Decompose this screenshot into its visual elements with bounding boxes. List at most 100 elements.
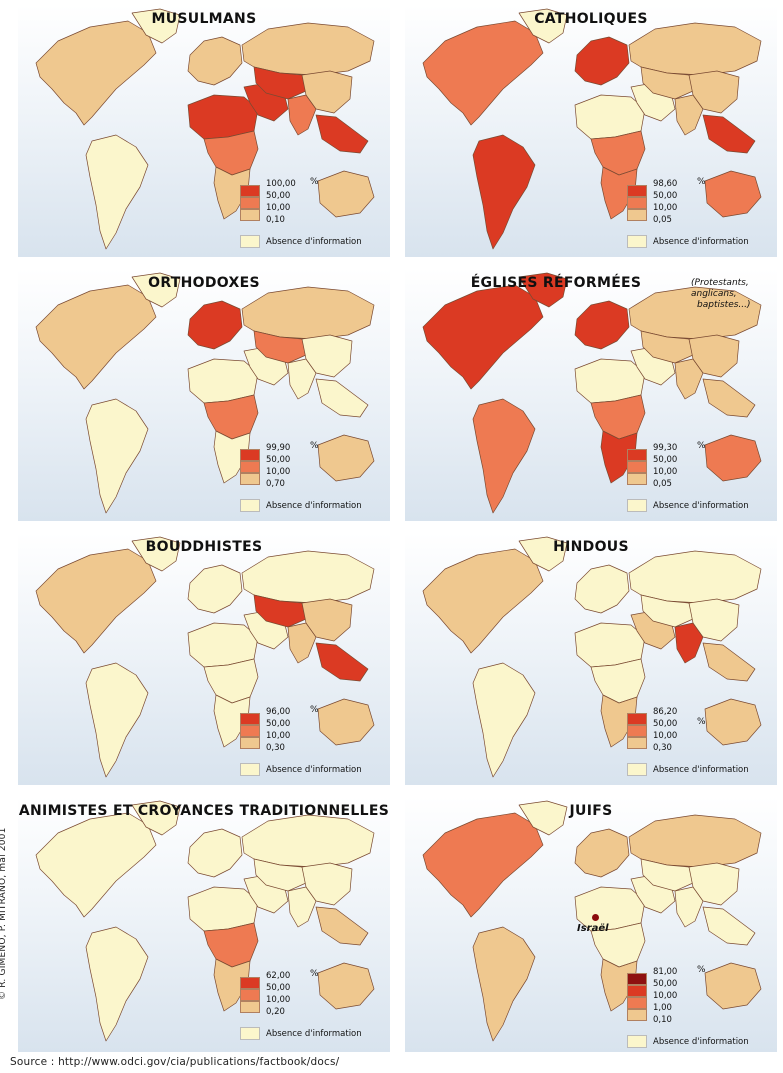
region-greenland xyxy=(131,800,181,836)
region-east-asia xyxy=(301,862,353,906)
region-greenland xyxy=(518,800,568,836)
legend-value: 10,00 xyxy=(653,731,678,741)
legend: 100,00 50,00 10,00 0,10% Absence d'informati… xyxy=(240,177,390,251)
legend-value: 50,00 xyxy=(653,191,678,201)
legend-swatch xyxy=(240,1027,260,1040)
legend-swatch xyxy=(627,985,647,997)
map-panel-reformees: ÉGLISES RÉFORMÉES (Protestants, anglican… xyxy=(405,269,777,521)
legend-absence-label: Absence d'information xyxy=(266,237,362,247)
legend-swatch xyxy=(240,989,260,1001)
region-central-asia xyxy=(640,66,694,100)
legend-absence-label: Absence d'information xyxy=(653,501,749,511)
region-europe xyxy=(574,300,630,350)
legend-value: 50,00 xyxy=(653,719,678,729)
legend-value: 10,00 xyxy=(266,467,291,477)
legend-value: 99,30 xyxy=(653,443,678,453)
legend-percent-sign: % xyxy=(310,969,319,979)
legend-value: 86,20 xyxy=(653,707,678,717)
region-central-asia xyxy=(253,66,307,100)
region-southeast-asia xyxy=(702,114,756,154)
region-north-america xyxy=(422,548,544,654)
region-southern-africa xyxy=(600,166,638,220)
region-east-asia xyxy=(688,334,740,378)
panel-title: ORTHODOXES xyxy=(148,275,260,291)
region-greenland xyxy=(131,272,181,308)
legend-value: 1,00 xyxy=(653,1003,672,1013)
legend: 81,00 50,00 10,00 1,00 0,10% Absence d'inform… xyxy=(627,965,777,1051)
legend-value: 50,00 xyxy=(266,719,291,729)
panel-subtitle: (Protestants, anglicans, baptistes...) xyxy=(691,278,777,311)
region-central-asia xyxy=(640,858,694,892)
region-north-america xyxy=(422,20,544,126)
legend-value: 10,00 xyxy=(653,203,678,213)
region-south-america xyxy=(472,926,536,1042)
region-russia xyxy=(628,286,762,340)
region-europe xyxy=(574,36,630,86)
legend-swatch xyxy=(240,499,260,512)
legend-percent-sign: % xyxy=(697,965,706,975)
legend-swatch xyxy=(240,449,260,461)
legend-absence-label: Absence d'information xyxy=(653,1037,749,1047)
subtitle-line: (Protestants, anglicans, xyxy=(691,278,749,299)
region-europe xyxy=(187,828,243,878)
region-south-america xyxy=(472,134,536,250)
region-europe xyxy=(574,564,630,614)
world-map xyxy=(35,8,375,250)
region-russia xyxy=(628,550,762,604)
legend-percent-sign: % xyxy=(310,441,319,451)
region-south-america xyxy=(472,662,536,778)
legend-swatch xyxy=(627,449,647,461)
region-central-asia xyxy=(640,594,694,628)
region-north-america xyxy=(35,548,157,654)
legend-value: 81,00 xyxy=(653,967,678,977)
region-europe xyxy=(187,300,243,350)
legend-swatch xyxy=(627,473,647,485)
legend-value: 10,00 xyxy=(266,731,291,741)
legend-value: 10,00 xyxy=(266,203,291,213)
legend-swatch xyxy=(240,235,260,248)
legend-swatch xyxy=(627,737,647,749)
region-australia xyxy=(704,170,762,218)
legend-percent-sign: % xyxy=(697,441,706,451)
region-australia xyxy=(704,962,762,1010)
legend-percent-sign: % xyxy=(310,177,319,187)
panel-title: JUIFS xyxy=(569,803,613,819)
region-south-america xyxy=(472,398,536,514)
region-north-america xyxy=(35,20,157,126)
world-map xyxy=(422,8,762,250)
legend: 62,00 50,00 10,00 0,20% Absence d'informatio… xyxy=(240,969,390,1043)
legend-value: 10,00 xyxy=(653,991,678,1001)
legend-swatch xyxy=(627,973,647,985)
legend-value: 0,10 xyxy=(653,1015,672,1025)
region-southern-africa xyxy=(600,430,638,484)
region-southern-africa xyxy=(213,694,251,748)
legend-value: 0,10 xyxy=(266,215,285,225)
region-southeast-asia xyxy=(702,642,756,682)
author-credit: © R. GIMENO, P. MITRANO, mai 2001 xyxy=(0,827,8,1000)
legend-value: 98,60 xyxy=(653,179,678,189)
legend-percent-sign: % xyxy=(310,705,319,715)
panel-title: HINDOUS xyxy=(553,539,629,555)
region-greenland xyxy=(131,536,181,572)
legend: 98,60 50,00 10,00 0,05% Absence d'informatio… xyxy=(627,177,777,251)
legend-swatch xyxy=(627,461,647,473)
legend-swatch xyxy=(627,997,647,1009)
region-southern-africa xyxy=(213,958,251,1012)
legend-swatch xyxy=(627,197,647,209)
legend-swatch xyxy=(240,1001,260,1013)
legend-swatch xyxy=(240,977,260,989)
panel-title: BOUDDHISTES xyxy=(145,539,263,555)
legend-value: 100,00 xyxy=(266,179,296,189)
region-russia xyxy=(241,550,375,604)
panel-title: ANIMISTES ET CROYANCES TRADITIONNELLES xyxy=(18,803,390,819)
region-south-america xyxy=(85,398,149,514)
region-greenland xyxy=(518,536,568,572)
region-greenland xyxy=(518,272,568,308)
region-central-asia xyxy=(253,330,307,364)
region-central-asia xyxy=(640,330,694,364)
map-panel-catholiques: CATHOLIQUES 98,60 50,00 10,00 0,05% Absence … xyxy=(405,5,777,257)
legend-swatch xyxy=(240,185,260,197)
map-panel-orthodoxes: ORTHODOXES 99,90 50,00 10,00 0,70% Absence d… xyxy=(18,269,390,521)
region-south-america xyxy=(85,134,149,250)
legend-value: 0,70 xyxy=(266,479,285,489)
